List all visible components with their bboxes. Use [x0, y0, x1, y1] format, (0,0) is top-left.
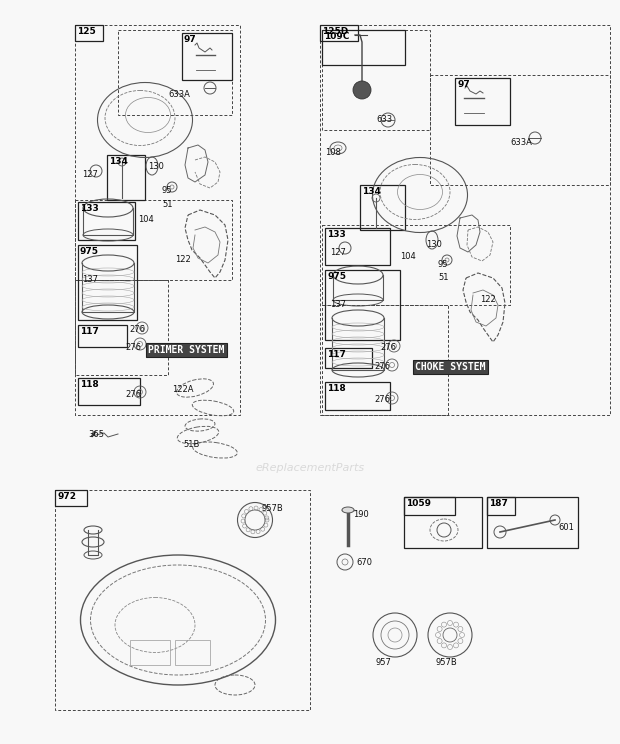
Text: 670: 670 — [356, 558, 372, 567]
Bar — [55, 490, 87, 506]
Text: 190: 190 — [353, 510, 369, 519]
Bar — [325, 228, 390, 265]
Bar — [455, 78, 510, 125]
Text: 51: 51 — [162, 200, 172, 209]
Bar — [320, 25, 610, 415]
Text: 117: 117 — [80, 327, 99, 336]
Bar — [487, 497, 515, 515]
Text: 276: 276 — [125, 343, 141, 352]
Bar — [487, 497, 578, 548]
Text: 122A: 122A — [172, 385, 193, 394]
Text: 125D: 125D — [322, 27, 348, 36]
Text: 137: 137 — [330, 300, 346, 309]
Text: 137: 137 — [82, 275, 98, 284]
Bar — [75, 280, 168, 375]
Text: 117: 117 — [327, 350, 346, 359]
Text: 97: 97 — [184, 35, 197, 44]
Bar — [404, 497, 455, 515]
Bar — [75, 25, 103, 41]
Text: 51: 51 — [438, 273, 448, 282]
Bar — [404, 497, 482, 548]
Bar — [360, 185, 405, 230]
Text: 125: 125 — [77, 27, 95, 36]
Text: eReplacementParts: eReplacementParts — [255, 463, 365, 473]
Text: 276: 276 — [380, 343, 396, 352]
Text: 122: 122 — [175, 255, 191, 264]
Bar — [78, 245, 137, 320]
Text: 1059: 1059 — [406, 499, 431, 508]
Text: 130: 130 — [426, 240, 442, 249]
Text: 130: 130 — [148, 162, 164, 171]
Text: 276: 276 — [125, 390, 141, 399]
Text: 97: 97 — [457, 80, 470, 89]
Text: 108: 108 — [325, 148, 341, 157]
Text: 104: 104 — [138, 215, 154, 224]
Bar — [325, 348, 372, 368]
Text: 276: 276 — [129, 325, 145, 334]
Text: 276: 276 — [374, 395, 390, 404]
Text: 975: 975 — [327, 272, 346, 281]
Text: 365: 365 — [88, 430, 104, 439]
Bar — [55, 490, 310, 710]
Text: 975: 975 — [80, 247, 99, 256]
Text: 134: 134 — [362, 187, 381, 196]
Text: 133: 133 — [80, 204, 99, 213]
Text: 957B: 957B — [436, 658, 458, 667]
Bar — [322, 305, 448, 415]
Text: 957B: 957B — [262, 504, 284, 513]
Text: 104: 104 — [400, 252, 416, 261]
Bar — [78, 325, 127, 347]
Bar — [325, 270, 400, 340]
Text: 127: 127 — [330, 248, 346, 257]
Text: 187: 187 — [489, 499, 508, 508]
Text: 633A: 633A — [168, 90, 190, 99]
Text: 134: 134 — [109, 157, 128, 166]
Bar — [78, 202, 135, 240]
Text: CHOKE SYSTEM: CHOKE SYSTEM — [415, 362, 485, 372]
Bar — [78, 378, 140, 405]
Bar — [175, 640, 210, 665]
Text: 95: 95 — [438, 260, 448, 269]
Bar — [75, 200, 232, 280]
Text: 633A: 633A — [510, 138, 532, 147]
Bar — [430, 75, 610, 185]
Text: 633: 633 — [376, 115, 392, 124]
Text: 957: 957 — [375, 658, 391, 667]
Text: 109C: 109C — [324, 32, 350, 41]
Ellipse shape — [342, 507, 354, 513]
Text: 133: 133 — [327, 230, 346, 239]
Bar — [320, 25, 358, 41]
Text: 95: 95 — [162, 186, 172, 195]
Bar — [130, 640, 170, 665]
Bar — [325, 382, 390, 410]
Bar — [107, 155, 145, 200]
Bar — [182, 33, 232, 80]
Text: 127: 127 — [82, 170, 98, 179]
Text: 118: 118 — [327, 384, 346, 393]
Text: 972: 972 — [57, 492, 76, 501]
Bar — [322, 30, 430, 130]
Circle shape — [353, 81, 371, 99]
Bar — [322, 225, 510, 305]
Text: 122: 122 — [480, 295, 496, 304]
Text: 51B: 51B — [183, 440, 200, 449]
Text: 601: 601 — [558, 523, 574, 532]
Bar — [322, 30, 405, 65]
Bar — [75, 25, 240, 415]
Text: 118: 118 — [80, 380, 99, 389]
Text: PRIMER SYSTEM: PRIMER SYSTEM — [148, 345, 224, 355]
Text: 276: 276 — [374, 362, 390, 371]
Bar — [118, 30, 232, 115]
